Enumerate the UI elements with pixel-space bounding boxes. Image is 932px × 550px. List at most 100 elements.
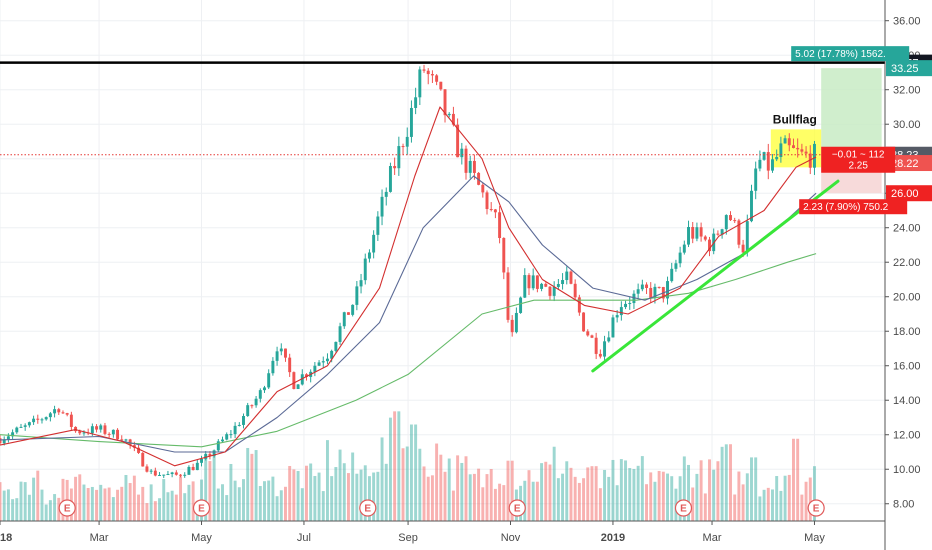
volume-bar — [393, 411, 397, 521]
volume-bar — [359, 469, 363, 521]
volume-bar — [187, 484, 191, 521]
volume-bar — [460, 462, 464, 521]
earnings-badge-label: E — [364, 504, 371, 515]
volume-bar — [670, 476, 674, 521]
volume-bar — [468, 474, 472, 521]
candle-body — [401, 146, 405, 148]
candle-body — [766, 152, 770, 171]
candle-body — [552, 286, 556, 296]
candle-body — [271, 360, 275, 374]
candle-body — [267, 373, 271, 388]
volume-bar — [158, 498, 162, 521]
volume-bar — [527, 470, 531, 521]
candle-body — [750, 190, 753, 222]
volume-bar — [645, 484, 649, 521]
candle-body — [468, 160, 472, 173]
candle-body — [32, 418, 36, 423]
candle-body — [384, 191, 388, 197]
candle-body — [6, 436, 10, 440]
candle-body — [812, 143, 816, 168]
candle-body — [254, 398, 258, 406]
target-box-label: 5.02 (17.78%) 1562. — [795, 49, 886, 60]
candle-body — [703, 236, 707, 240]
volume-bar — [682, 456, 686, 521]
candle-body — [292, 372, 296, 389]
candle-body — [430, 74, 434, 76]
candle-body — [23, 425, 27, 427]
candle-body — [628, 303, 632, 305]
candle-body — [607, 337, 611, 342]
volume-bar — [611, 459, 615, 521]
volume-bar — [250, 453, 254, 521]
candle-body — [548, 286, 552, 296]
volume-bar — [745, 473, 749, 521]
volume-bar — [296, 471, 300, 521]
volume-bar — [556, 478, 560, 521]
candle-body — [577, 297, 581, 313]
candle-body — [296, 384, 300, 389]
candle-body — [363, 258, 367, 281]
volume-bar — [792, 438, 795, 521]
candle-body — [153, 470, 157, 476]
profit-zone — [821, 68, 882, 155]
candle-body — [225, 434, 229, 440]
support-trendline — [591, 179, 840, 373]
volume-bar — [305, 465, 308, 521]
entry-box-line1: −0.01 ~ 112 — [832, 150, 885, 161]
volume-bar — [796, 438, 800, 521]
volume-bar — [422, 466, 426, 521]
volume-bar — [737, 471, 741, 521]
candle-body — [111, 429, 115, 435]
candle-body — [69, 414, 73, 427]
y-tick-label: 30.00 — [893, 119, 921, 131]
candle-body — [758, 159, 762, 169]
candle-body — [237, 424, 241, 426]
volume-bar — [502, 485, 506, 521]
earnings-badge-label: E — [198, 504, 205, 515]
volume-bar — [275, 496, 279, 521]
volume-bar — [712, 469, 716, 521]
earnings-badge — [674, 499, 693, 517]
y-tick-label: 20.00 — [893, 292, 921, 304]
volume-bar — [548, 464, 552, 521]
candle-body — [527, 275, 531, 289]
volume-bar — [649, 472, 653, 521]
volume-bar — [729, 444, 732, 521]
earnings-badge-label: E — [64, 504, 71, 515]
earnings-badge-label: E — [813, 504, 820, 515]
y-tick-label: 16.00 — [893, 361, 921, 373]
volume-bar — [103, 488, 107, 521]
volume-bar — [586, 467, 590, 521]
candle-body — [19, 426, 23, 428]
candle-body — [472, 160, 476, 173]
candle-body — [103, 425, 107, 434]
volume-bar — [132, 475, 136, 521]
candle-body — [11, 432, 15, 437]
volume-bar — [61, 478, 65, 521]
volume-bar — [183, 493, 187, 521]
volume-bar — [775, 476, 779, 521]
volume-bar — [95, 489, 99, 521]
candle-body — [174, 472, 178, 475]
volume-bar — [317, 472, 321, 521]
y-tick-label: 24.00 — [893, 223, 921, 235]
volume-bar — [284, 486, 287, 521]
candle-body — [451, 113, 455, 125]
volume-bar — [573, 476, 577, 521]
candle-body — [397, 146, 401, 169]
candle-body — [200, 458, 203, 463]
candle-body — [204, 453, 208, 459]
volume-bar — [229, 463, 233, 521]
volume-bar — [149, 484, 153, 521]
candle-body — [40, 419, 44, 421]
candle-body — [519, 297, 523, 313]
candle-body — [124, 439, 128, 441]
volume-bar — [498, 483, 502, 521]
volume-bar — [535, 481, 539, 521]
stop-box — [799, 199, 908, 215]
candle-body — [670, 268, 674, 282]
volume-bar — [481, 487, 485, 521]
